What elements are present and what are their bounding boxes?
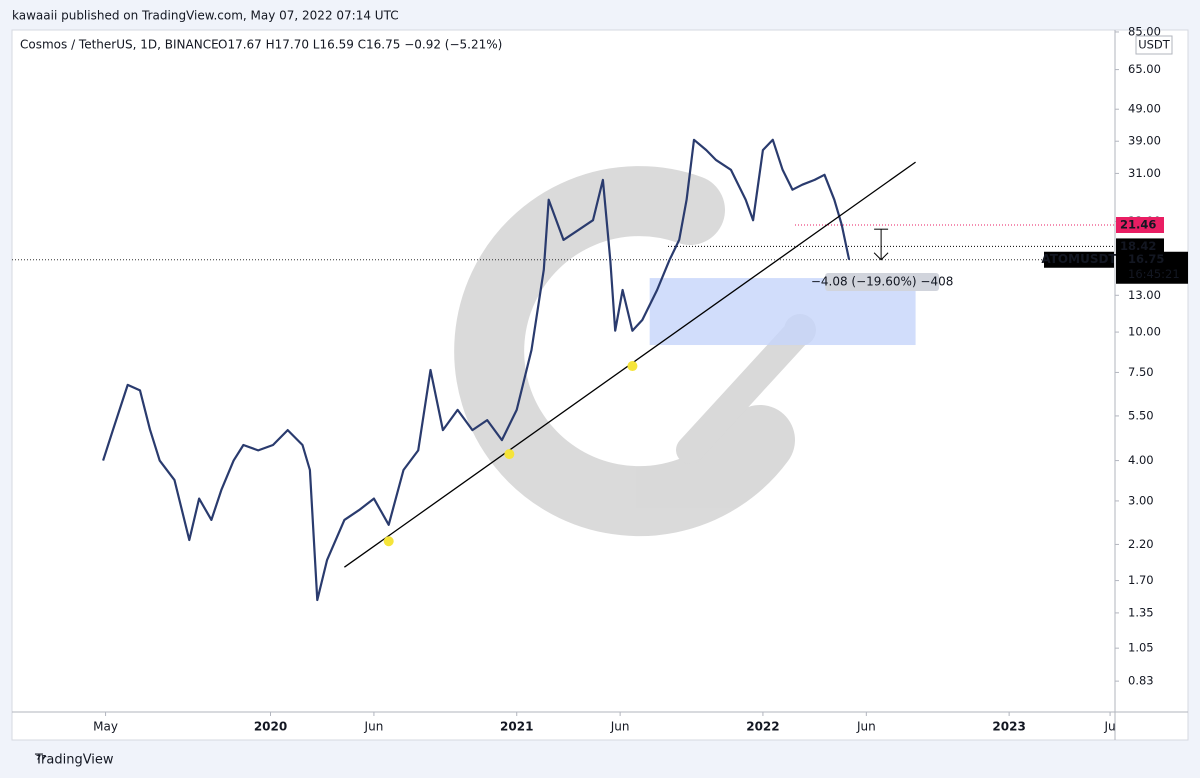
price-tag <box>1116 238 1164 255</box>
y-tick-label: 1.35 <box>1128 605 1154 619</box>
touch-point <box>627 361 638 372</box>
last-price-label: 16.75 <box>1128 252 1164 266</box>
last-price-tag <box>1116 251 1188 284</box>
series-name: ATOMUSDT <box>1041 252 1117 266</box>
y-tick-label: 3.00 <box>1128 493 1154 507</box>
x-tick-label: 2020 <box>254 720 287 734</box>
price-tag-label: 18.42 <box>1120 239 1156 253</box>
measure-head <box>873 252 889 261</box>
y-tick-label: 4.00 <box>1128 453 1154 467</box>
y-tick-label: 0.83 <box>1128 674 1154 688</box>
y-tick-label: 31.00 <box>1128 166 1161 180</box>
measure-label: −4.08 (−19.60%) −408 <box>811 275 954 289</box>
y-tick-label: 2.20 <box>1128 537 1154 551</box>
x-tick-label: Jun <box>364 720 384 734</box>
x-tick-label: Ju <box>1103 720 1115 734</box>
y-tick-label: 65.00 <box>1128 62 1161 76</box>
y-tick-label: 10.00 <box>1128 325 1161 339</box>
y-tick-label: 1.70 <box>1128 573 1154 587</box>
y-tick-label: 13.00 <box>1128 288 1161 302</box>
countdown-label: 16:45:21 <box>1128 267 1180 281</box>
chart-title: Cosmos / TetherUS, 1D, BINANCE <box>20 38 219 52</box>
chart-frame <box>11 29 1189 741</box>
footer-logo-icon: ⁷⁷ <box>36 753 47 767</box>
touch-point <box>504 449 515 460</box>
y-tick-label: 5.50 <box>1128 408 1154 422</box>
y-tick-label: 7.50 <box>1128 365 1154 379</box>
measure-label-box <box>825 273 940 291</box>
touch-point <box>383 536 394 547</box>
currency-box <box>1135 35 1173 55</box>
series-name-tag <box>1044 251 1114 268</box>
x-tick-label: Jun <box>856 720 876 734</box>
currency-label: USDT <box>1138 38 1171 52</box>
x-tick-label: 2021 <box>500 720 533 734</box>
y-tick-label: 49.00 <box>1128 102 1161 116</box>
price-tag <box>1116 216 1164 233</box>
price-tag-label: 21.46 <box>1120 217 1156 231</box>
x-tick-label: 2022 <box>746 720 779 734</box>
x-tick-label: May <box>93 720 118 734</box>
x-tick-label: Jun <box>610 720 630 734</box>
price-line-series <box>102 138 851 602</box>
y-tick-label: 1.05 <box>1128 641 1154 655</box>
publish-header: kawaaii published on TradingView.com, Ma… <box>12 9 399 23</box>
footer-logo-text: TradingView <box>34 753 114 768</box>
y-tick-label: 85.00 <box>1128 24 1161 38</box>
y-tick-label: 39.00 <box>1128 134 1161 148</box>
ohlc-text: O17.67 H17.70 L16.59 C16.75 −0.92 (−5.21… <box>218 38 502 52</box>
x-tick-label: 2023 <box>992 720 1025 734</box>
